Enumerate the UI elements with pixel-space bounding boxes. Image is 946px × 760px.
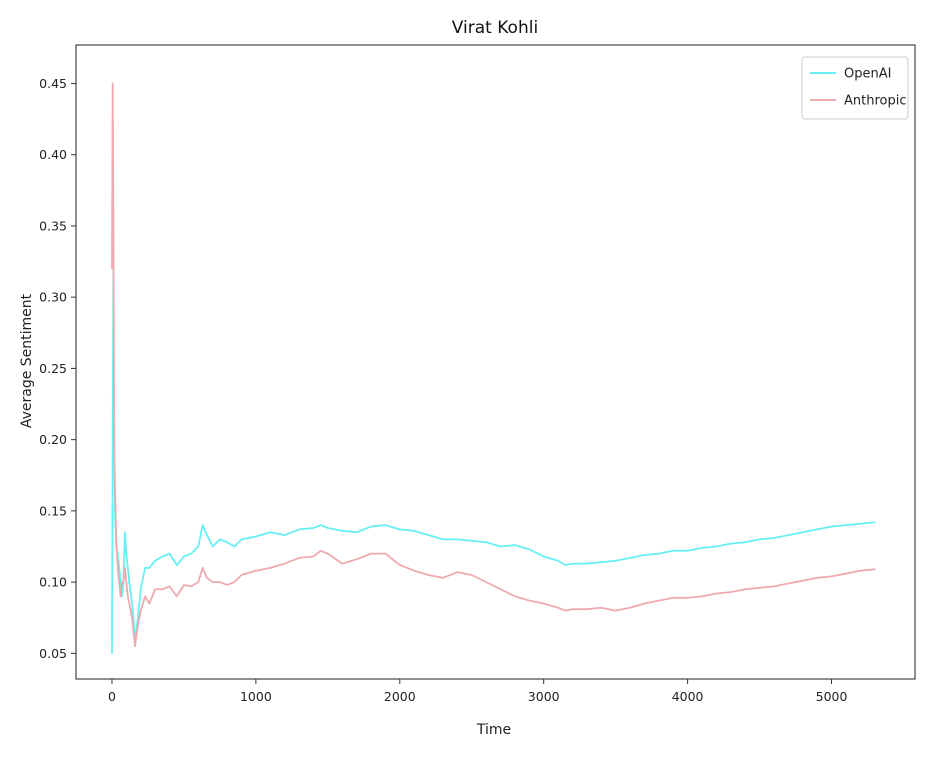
x-tick-label: 2000 (384, 689, 416, 704)
x-tick-label: 5000 (816, 689, 848, 704)
series-lines (111, 82, 876, 655)
x-axis-title: Time (476, 722, 511, 738)
plot-area (75, 44, 916, 680)
legend-label-anthropic: Anthropic (844, 94, 907, 109)
legend: OpenAI Anthropic (801, 56, 909, 120)
y-axis-title: Average Sentiment (19, 293, 35, 428)
y-tick-label: 0.45 (39, 76, 67, 91)
y-tick-label: 0.05 (39, 646, 67, 661)
y-tick-label: 0.20 (39, 432, 67, 447)
series-line-openai (111, 253, 876, 655)
x-axis-ticks: 0 1000 2000 3000 4000 5000 (108, 679, 847, 704)
x-tick-label: 3000 (528, 689, 560, 704)
series-line-anthropic (111, 82, 876, 648)
y-tick-label: 0.10 (39, 575, 67, 590)
x-tick-label: 4000 (672, 689, 704, 704)
y-tick-label: 0.40 (39, 147, 67, 162)
y-axis-ticks: 0.05 0.10 0.15 0.20 0.25 0.30 0.35 0.40 0.45 (39, 76, 76, 661)
plot-frame (75, 44, 916, 680)
x-tick-label: 1000 (240, 689, 272, 704)
y-tick-label: 0.35 (39, 218, 67, 233)
y-tick-label: 0.15 (39, 503, 67, 518)
x-tick-label: 0 (108, 689, 116, 704)
y-tick-label: 0.25 (39, 361, 67, 376)
legend-label-openai: OpenAI (844, 67, 891, 82)
chart-title: Virat Kohli (452, 18, 538, 38)
y-tick-label: 0.30 (39, 290, 67, 305)
